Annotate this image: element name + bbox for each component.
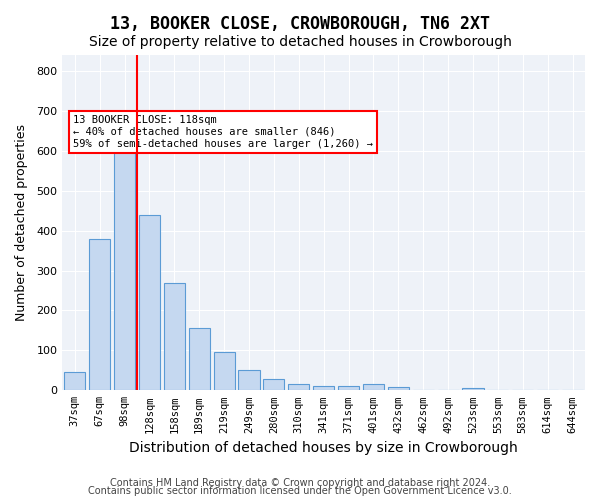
Y-axis label: Number of detached properties: Number of detached properties — [15, 124, 28, 321]
Bar — [188, 328, 210, 390]
Bar — [313, 386, 334, 390]
Bar — [89, 238, 110, 390]
Bar — [263, 379, 284, 390]
Bar — [388, 387, 409, 390]
Text: Contains HM Land Registry data © Crown copyright and database right 2024.: Contains HM Land Registry data © Crown c… — [110, 478, 490, 488]
Bar — [338, 386, 359, 390]
Text: 13 BOOKER CLOSE: 118sqm
← 40% of detached houses are smaller (846)
59% of semi-d: 13 BOOKER CLOSE: 118sqm ← 40% of detache… — [73, 116, 373, 148]
Bar — [288, 384, 310, 390]
Bar — [64, 372, 85, 390]
Bar — [164, 282, 185, 391]
X-axis label: Distribution of detached houses by size in Crowborough: Distribution of detached houses by size … — [129, 441, 518, 455]
Bar — [463, 388, 484, 390]
Text: 13, BOOKER CLOSE, CROWBOROUGH, TN6 2XT: 13, BOOKER CLOSE, CROWBOROUGH, TN6 2XT — [110, 15, 490, 33]
Bar — [139, 214, 160, 390]
Bar — [114, 141, 135, 390]
Bar — [238, 370, 260, 390]
Text: Contains public sector information licensed under the Open Government Licence v3: Contains public sector information licen… — [88, 486, 512, 496]
Bar — [363, 384, 384, 390]
Bar — [214, 352, 235, 391]
Text: Size of property relative to detached houses in Crowborough: Size of property relative to detached ho… — [89, 35, 511, 49]
